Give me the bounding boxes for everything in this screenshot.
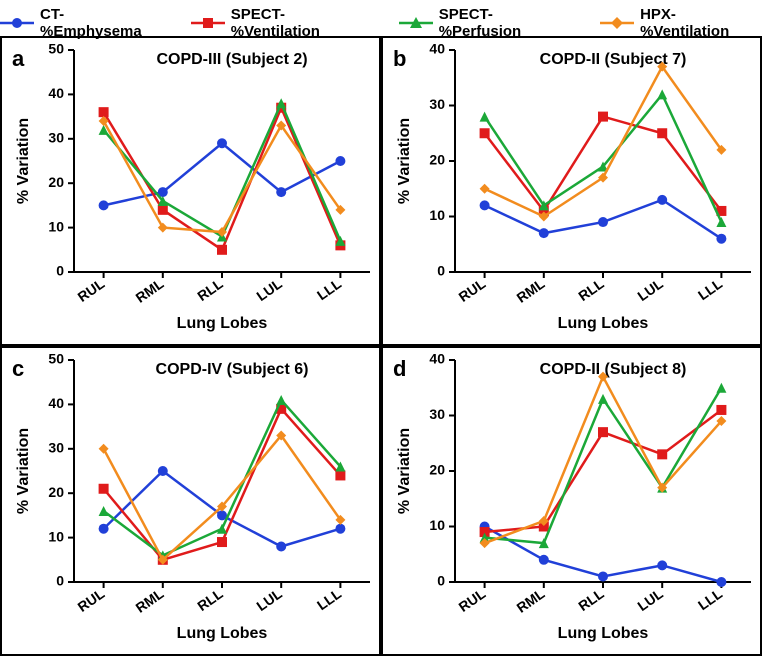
legend-label: HPX-%Ventilation: [640, 6, 762, 40]
svg-text:LUL: LUL: [253, 275, 285, 304]
svg-text:Lung Lobes: Lung Lobes: [558, 315, 649, 332]
svg-text:10: 10: [429, 207, 445, 223]
svg-text:LLL: LLL: [314, 585, 345, 613]
svg-text:20: 20: [48, 174, 64, 190]
svg-text:40: 40: [429, 351, 445, 367]
svg-text:40: 40: [48, 85, 64, 101]
svg-text:% Variation: % Variation: [15, 118, 32, 204]
svg-text:30: 30: [48, 440, 64, 456]
svg-text:0: 0: [56, 573, 64, 589]
svg-text:Lung Lobes: Lung Lobes: [177, 315, 268, 332]
panel-label: c: [12, 356, 24, 381]
svg-text:LLL: LLL: [695, 585, 726, 613]
svg-text:RUL: RUL: [75, 585, 108, 615]
panel-title: COPD-III (Subject 2): [156, 51, 307, 68]
panel-title: COPD-IV (Subject 6): [156, 361, 309, 378]
svg-text:LLL: LLL: [314, 275, 345, 303]
svg-text:0: 0: [437, 263, 445, 279]
svg-text:50: 50: [48, 351, 64, 367]
panel-label: d: [393, 356, 406, 381]
svg-text:RLL: RLL: [194, 585, 226, 614]
legend-label: CT-%Emphysema: [40, 6, 163, 40]
svg-text:RLL: RLL: [194, 275, 226, 304]
svg-text:30: 30: [48, 130, 64, 146]
svg-text:40: 40: [429, 41, 445, 57]
legend: CT-%Emphysema SPECT-%Ventilation SPECT-%…: [0, 6, 762, 40]
svg-text:Lung Lobes: Lung Lobes: [177, 625, 268, 642]
panel-label: b: [393, 46, 406, 71]
svg-text:RML: RML: [133, 585, 167, 616]
svg-text:20: 20: [429, 152, 445, 168]
svg-text:30: 30: [429, 406, 445, 422]
panel-label: a: [12, 46, 25, 71]
legend-label: SPECT-%Ventilation: [231, 6, 371, 40]
panel-title: COPD-II (Subject 8): [540, 361, 687, 378]
svg-text:50: 50: [48, 41, 64, 57]
svg-text:RML: RML: [514, 585, 548, 616]
svg-text:LUL: LUL: [253, 585, 285, 614]
svg-text:LUL: LUL: [634, 275, 666, 304]
svg-text:10: 10: [429, 517, 445, 533]
svg-text:% Variation: % Variation: [396, 428, 413, 514]
legend-label: SPECT-%Perfusion: [439, 6, 572, 40]
svg-text:RUL: RUL: [456, 585, 489, 615]
legend-item-hpx: HPX-%Ventilation: [600, 6, 762, 40]
svg-text:20: 20: [429, 462, 445, 478]
svg-text:% Variation: % Variation: [396, 118, 413, 204]
svg-text:RUL: RUL: [75, 275, 108, 305]
legend-item-spect-p: SPECT-%Perfusion: [399, 6, 572, 40]
panel-grid: a COPD-III (Subject 2) 0 10 20 30 40 50 RUL RML RL…: [0, 36, 762, 656]
legend-item-ct: CT-%Emphysema: [0, 6, 163, 40]
svg-text:RLL: RLL: [575, 275, 607, 304]
svg-text:LLL: LLL: [695, 275, 726, 303]
svg-text:RML: RML: [133, 275, 167, 306]
panel-d: d COPD-II (Subject 8) 0 10 20 30 40 RUL RML RLL LU…: [381, 346, 762, 656]
panel-c: c COPD-IV (Subject 6) 0 10 20 30 40 50 RUL RML RLL…: [0, 346, 381, 656]
svg-text:LUL: LUL: [634, 585, 666, 614]
figure-root: { "legend": { "items": [ {"label":"CT-%E…: [0, 0, 762, 662]
svg-text:20: 20: [48, 484, 64, 500]
panel-a: a COPD-III (Subject 2) 0 10 20 30 40 50 RUL RML RL…: [0, 36, 381, 346]
svg-text:RML: RML: [514, 275, 548, 306]
svg-text:RUL: RUL: [456, 275, 489, 305]
legend-item-spect-v: SPECT-%Ventilation: [191, 6, 371, 40]
svg-text:0: 0: [437, 573, 445, 589]
svg-text:10: 10: [48, 218, 64, 234]
svg-text:0: 0: [56, 263, 64, 279]
panel-b: bCOPD-II (Subject 7)010203040RULRMLRLLLU…: [381, 36, 762, 346]
svg-text:Lung Lobes: Lung Lobes: [558, 625, 649, 642]
svg-text:10: 10: [48, 528, 64, 544]
svg-text:% Variation: % Variation: [15, 428, 32, 514]
svg-text:RLL: RLL: [575, 585, 607, 614]
svg-text:40: 40: [48, 395, 64, 411]
svg-text:30: 30: [429, 96, 445, 112]
